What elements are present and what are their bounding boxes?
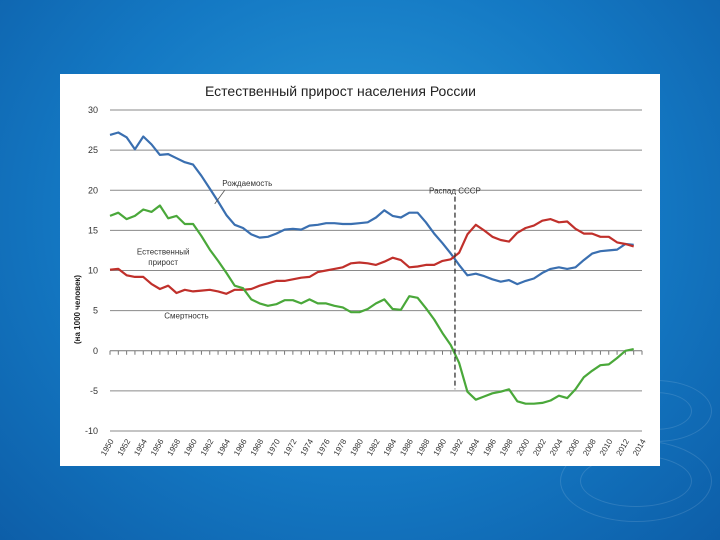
grid-lines bbox=[109, 109, 643, 432]
x-tick-label: 2008 bbox=[581, 437, 598, 457]
series-line-Рождаемость bbox=[109, 131, 634, 286]
x-tick-label: 1950 bbox=[99, 437, 116, 457]
x-axis-ticks: 1950 1952 1954 1956 1958 1960 1962 1964 1966 1968… bbox=[99, 437, 648, 457]
x-tick-label: 1990 bbox=[432, 437, 449, 457]
annotation-ussr-collapse: Распад СССР bbox=[429, 186, 481, 195]
x-tick-label: 1958 bbox=[166, 437, 183, 457]
y-tick-label: 15 bbox=[88, 225, 98, 235]
x-tick-label: 1970 bbox=[265, 437, 282, 457]
x-tick-label: 1976 bbox=[315, 437, 332, 457]
line-chart: Естественный прирост населения России (н… bbox=[73, 83, 648, 457]
annotation-natural-growth: прирост bbox=[148, 258, 178, 267]
annotation-natural-growth: Естественный bbox=[137, 247, 190, 256]
annotations: Рождаемость Естественный прирост Смертность… bbox=[137, 179, 481, 390]
x-tick-label: 1956 bbox=[149, 437, 166, 457]
x-tick-label: 1980 bbox=[348, 437, 365, 457]
x-tick-label: 1954 bbox=[132, 437, 149, 457]
x-tick-label: 2010 bbox=[598, 437, 615, 457]
y-tick-label: 20 bbox=[88, 185, 98, 195]
annotation-birth-rate: Рождаемость bbox=[222, 179, 272, 188]
x-tick-label: 1994 bbox=[465, 437, 482, 457]
x-tick-label: 2006 bbox=[565, 437, 582, 457]
annotation-leader bbox=[214, 190, 226, 205]
x-tick-label: 1982 bbox=[365, 437, 382, 457]
x-tick-label: 1986 bbox=[398, 437, 415, 457]
y-tick-label: 30 bbox=[88, 105, 98, 115]
x-tick-label: 1962 bbox=[199, 437, 216, 457]
x-tick-label: 2004 bbox=[548, 437, 565, 457]
chart-panel: Естественный прирост населения России (н… bbox=[60, 74, 660, 466]
x-tick-label: 2014 bbox=[631, 437, 648, 457]
x-tick-label: 1996 bbox=[481, 437, 498, 457]
x-tick-label: 1984 bbox=[382, 437, 399, 457]
x-tick-label: 2012 bbox=[614, 437, 631, 457]
y-tick-label: -10 bbox=[85, 426, 98, 436]
x-tick-label: 1974 bbox=[299, 437, 316, 457]
x-tick-label: 1972 bbox=[282, 437, 299, 457]
y-tick-label: 25 bbox=[88, 145, 98, 155]
y-tick-label: 10 bbox=[88, 266, 98, 276]
x-tick-label: 1968 bbox=[249, 437, 266, 457]
x-tick-label: 1966 bbox=[232, 437, 249, 457]
annotation-death-rate: Смертность bbox=[164, 312, 208, 321]
series-line-Естественный прирост bbox=[109, 204, 634, 405]
y-tick-label: -5 bbox=[90, 386, 98, 396]
series-line-Смертность bbox=[109, 218, 635, 295]
y-axis-label: (на 1000 человек) bbox=[73, 275, 82, 344]
x-tick-label: 1952 bbox=[116, 437, 133, 457]
x-tick-label: 2002 bbox=[531, 437, 548, 457]
chart-title: Естественный прирост населения России bbox=[205, 83, 476, 99]
x-tick-label: 1960 bbox=[182, 437, 199, 457]
x-tick-label: 1978 bbox=[332, 437, 349, 457]
x-tick-label: 1992 bbox=[448, 437, 465, 457]
x-tick-label: 1964 bbox=[215, 437, 232, 457]
x-tick-label: 1988 bbox=[415, 437, 432, 457]
x-tick-label: 1998 bbox=[498, 437, 515, 457]
y-tick-label: 5 bbox=[93, 306, 98, 316]
y-tick-label: 0 bbox=[93, 346, 98, 356]
y-axis-ticks: 30 25 20 15 10 5 0 -5 -10 bbox=[85, 105, 98, 436]
x-tick-label: 2000 bbox=[515, 437, 532, 457]
series-lines bbox=[109, 131, 635, 405]
